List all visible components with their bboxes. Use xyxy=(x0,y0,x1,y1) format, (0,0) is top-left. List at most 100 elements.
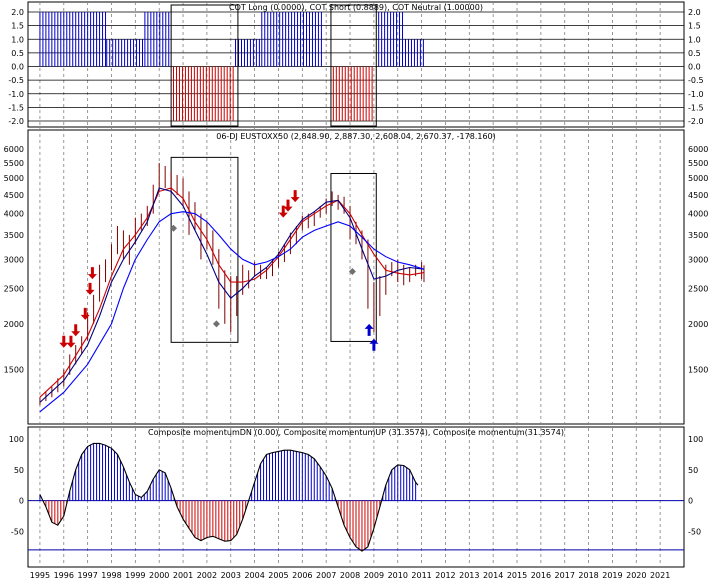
x-tick-label: 1996 xyxy=(54,571,74,580)
price-y-tick-label-left: 5500 xyxy=(4,159,24,168)
axis-layer: 1995 1996 1997 1998 1999 2000 2001 2002 2003 2004… xyxy=(4,8,709,580)
diamond-marker xyxy=(348,267,356,275)
price-y-tick-label-left: 6000 xyxy=(4,145,24,154)
sell-arrow-icon xyxy=(283,199,293,212)
composite-momentum-line xyxy=(39,442,419,552)
moving-average-line xyxy=(39,187,425,398)
momentum-panel-frame xyxy=(27,426,685,568)
x-tick-label: 2018 xyxy=(578,571,598,580)
momentum-y-tick-label-left: 100 xyxy=(9,435,24,444)
x-tick-label: 1998 xyxy=(101,571,121,580)
cot-y-tick-label-right: 0.5 xyxy=(688,49,701,58)
x-tick-label: 2007 xyxy=(316,571,336,580)
buy-arrow-icon xyxy=(369,338,379,351)
price-y-tick-label-left: 3500 xyxy=(4,231,24,240)
diamond-marker xyxy=(212,320,220,328)
sell-arrow-icon xyxy=(80,307,90,320)
x-tick-label: 2004 xyxy=(244,571,264,580)
price-y-tick-label-right: 2000 xyxy=(688,320,708,329)
cot-panel-title: COT Long (0.0000), COT Short (0.8889), C… xyxy=(229,3,483,12)
x-tick-label: 2003 xyxy=(221,571,241,580)
price-y-tick-label-left: 4000 xyxy=(4,210,24,219)
x-tick-label: 2010 xyxy=(388,571,408,580)
x-tick-label: 2009 xyxy=(364,571,384,580)
x-tick-label: 2005 xyxy=(268,571,288,580)
cot-y-tick-label-right: 1.5 xyxy=(688,22,701,31)
x-tick-label: 2019 xyxy=(602,571,622,580)
price-y-tick-label-right: 3500 xyxy=(688,231,708,240)
price-y-tick-label-right: 4000 xyxy=(688,210,708,219)
sell-arrow-icon xyxy=(85,282,95,295)
price-y-tick-label-left: 5000 xyxy=(4,174,24,183)
x-tick-label: 2006 xyxy=(292,571,312,580)
x-tick-label: 2017 xyxy=(555,571,575,580)
cot-y-tick-label-right: -2.0 xyxy=(688,117,704,126)
cot-layer xyxy=(39,4,424,127)
x-tick-label: 2001 xyxy=(173,571,193,580)
price-layer xyxy=(39,156,425,413)
momentum-y-tick-label-left: 50 xyxy=(14,466,24,475)
price-panel-title: 06-DJ EUSTOXX50 (2,848.90, 2,887.30, 2,6… xyxy=(216,132,496,141)
cot-y-tick-label-left: 1.5 xyxy=(11,22,24,31)
momentum-y-tick-label-right: 0 xyxy=(688,497,693,506)
sell-arrow-icon xyxy=(71,324,81,337)
cot-highlight-box xyxy=(330,4,377,127)
cot-y-tick-label-left: 1.0 xyxy=(11,35,24,44)
cot-y-tick-label-right: 1.0 xyxy=(688,35,701,44)
momentum-y-tick-label-right: -50 xyxy=(688,527,701,536)
momentum-y-tick-label-right: 50 xyxy=(688,466,698,475)
momentum-y-tick-label-right: 100 xyxy=(688,435,703,444)
sell-arrow-icon xyxy=(59,335,69,348)
cot-y-tick-label-left: -1.0 xyxy=(8,90,24,99)
momentum-y-tick-label-left: -50 xyxy=(11,527,24,536)
sell-arrow-icon xyxy=(290,190,300,203)
price-panel-frame xyxy=(27,129,685,425)
x-tick-label: 2020 xyxy=(626,571,646,580)
sell-arrow-icon xyxy=(66,335,76,348)
cot-y-tick-label-left: 0.5 xyxy=(11,49,24,58)
price-y-tick-label-left: 2500 xyxy=(4,284,24,293)
x-tick-label: 2002 xyxy=(197,571,217,580)
x-tick-label: 2016 xyxy=(531,571,551,580)
price-highlight-box xyxy=(170,156,239,343)
price-y-tick-label-right: 4500 xyxy=(688,191,708,200)
price-y-tick-label-left: 2000 xyxy=(4,320,24,329)
price-y-tick-label-right: 5000 xyxy=(688,174,708,183)
cot-y-tick-label-right: -0.5 xyxy=(688,76,704,85)
cot-y-tick-label-right: 2.0 xyxy=(688,8,701,17)
sell-arrow-icon xyxy=(278,205,288,218)
x-tick-label: 2015 xyxy=(507,571,527,580)
diamond-marker xyxy=(170,224,178,232)
cot-y-tick-label-left: -0.5 xyxy=(8,76,24,85)
x-tick-label: 2014 xyxy=(483,571,503,580)
x-tick-label: 2011 xyxy=(411,571,431,580)
x-tick-label: 2021 xyxy=(650,571,670,580)
momentum-layer xyxy=(28,442,684,552)
cot-y-tick-label-right: -1.0 xyxy=(688,90,704,99)
x-tick-label: 2012 xyxy=(435,571,455,580)
price-y-tick-label-right: 6000 xyxy=(688,145,708,154)
cot-panel-frame xyxy=(27,1,685,128)
moving-average-line xyxy=(39,211,425,413)
cot-y-tick-label-right: -1.5 xyxy=(688,103,704,112)
price-y-tick-label-right: 5500 xyxy=(688,159,708,168)
cot-y-tick-label-left: 2.0 xyxy=(11,8,24,17)
price-y-tick-label-right: 2500 xyxy=(688,284,708,293)
sell-arrow-icon xyxy=(87,267,97,280)
buy-arrow-icon xyxy=(364,323,374,336)
price-y-tick-label-left: 3000 xyxy=(4,255,24,264)
cot-y-tick-label-right: 0.0 xyxy=(688,63,701,72)
price-y-tick-label-left: 4500 xyxy=(4,191,24,200)
cot-y-tick-label-left: -2.0 xyxy=(8,117,24,126)
cot-y-tick-label-left: -1.5 xyxy=(8,103,24,112)
x-tick-label: 1999 xyxy=(125,571,145,580)
momentum-panel-title: Composite momentumDN (0.00), Composite m… xyxy=(148,428,564,437)
price-y-tick-label-right: 1500 xyxy=(688,366,708,375)
moving-average-line xyxy=(39,187,425,403)
x-tick-label: 1997 xyxy=(77,571,97,580)
momentum-y-tick-label-left: 0 xyxy=(19,497,24,506)
price-y-tick-label-left: 1500 xyxy=(4,366,24,375)
x-tick-label: 2000 xyxy=(149,571,169,580)
x-tick-label: 1995 xyxy=(30,571,50,580)
